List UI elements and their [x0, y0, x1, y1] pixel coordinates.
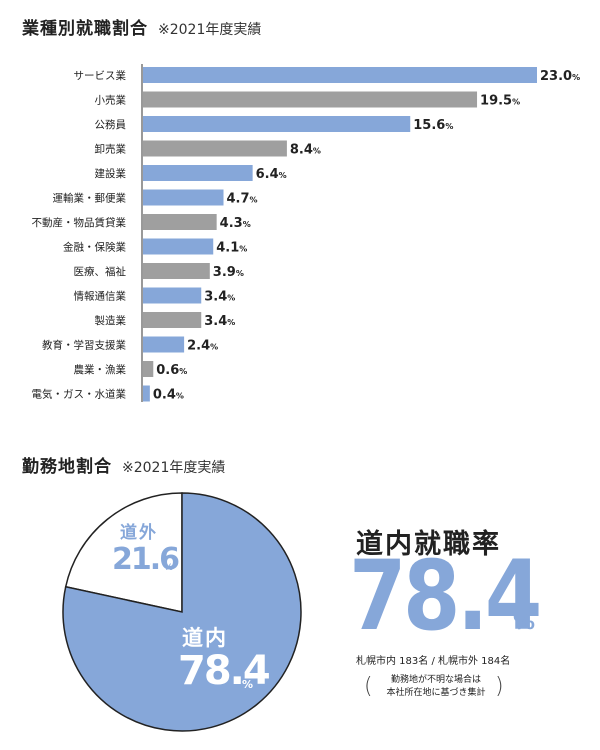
bar	[143, 336, 185, 353]
bar	[143, 91, 478, 108]
rate-title: 道内就職率	[356, 529, 501, 560]
bar-category-label: サービス業	[74, 69, 127, 82]
pie-label-outside-name: 道外	[120, 523, 158, 543]
bar	[143, 214, 217, 230]
industry-title-text: 業種別就職割合	[22, 19, 148, 39]
bar-value-label: 2.4%	[187, 339, 218, 354]
bar-category-label: 公務員	[95, 118, 127, 131]
industry-bar-chart: サービス業 23.0% 小売業 19.5% 公務員 15.6% 卸売業 8.4% 建設業 6.4%…	[32, 64, 580, 403]
bar-value-label: 8.4%	[290, 143, 321, 158]
bar-value-unit: %	[227, 294, 235, 303]
bar	[143, 67, 537, 83]
pie-label-outside-value: 21.6	[112, 542, 180, 577]
rate-breakdown: 札幌市内 183名 / 札幌市外 184名	[356, 656, 511, 667]
bar-category-label: 金融・保険業	[63, 241, 126, 254]
bar-category-label: 不動産・物品賃貸業	[32, 216, 127, 229]
bar-value-unit: %	[313, 147, 321, 156]
bar-value-label: 4.3%	[220, 216, 251, 231]
bar-category-label: 農業・漁業	[74, 363, 127, 376]
footnote-paren-right: )	[495, 674, 504, 699]
pie-slice	[62, 492, 302, 732]
bar-category-label: 電気・ガス・水道業	[32, 388, 127, 401]
bar-value-label: 0.4%	[153, 388, 184, 403]
pie-label-inside-value: 78.4	[178, 648, 271, 694]
industry-title-note: ※2021年度実績	[158, 22, 262, 38]
industry-section-title: 業種別就職割合 ※2021年度実績	[22, 14, 261, 39]
rate-value: 78.4	[349, 540, 542, 652]
location-title-text: 勤務地割合	[22, 457, 112, 477]
bar	[143, 165, 253, 181]
bar-category-label: 教育・学習支援業	[42, 339, 126, 352]
bar-value-label: 19.5%	[480, 94, 520, 109]
bar-value-unit: %	[210, 343, 218, 352]
bar-category-label: 卸売業	[95, 143, 127, 156]
bar	[143, 263, 210, 279]
bar-value-unit: %	[445, 122, 453, 131]
bar	[143, 361, 154, 377]
bar-value-label: 3.4%	[204, 314, 235, 329]
bar	[143, 287, 202, 304]
location-section-title: 勤務地割合 ※2021年度実績	[22, 452, 225, 477]
bar	[143, 312, 202, 328]
bar-category-label: 建設業	[95, 167, 127, 180]
bar-category-label: 小売業	[95, 94, 127, 107]
footnote-line-1: 勤務地が不明な場合は	[390, 675, 481, 685]
bar	[143, 140, 287, 157]
bar-value-label: 3.9%	[213, 265, 244, 280]
footnote-line-2: 本社所在地に基づき集計	[386, 688, 486, 698]
bar-value-label: 6.4%	[256, 167, 287, 182]
bar-value-label: 3.4%	[204, 290, 235, 305]
footnote: 勤務地が不明な場合は 本社所在地に基づき集計	[372, 674, 500, 700]
bar-value-label: 15.6%	[413, 118, 453, 133]
footnote-paren-left: (	[364, 674, 373, 699]
bar-category-label: 製造業	[95, 314, 127, 327]
rate-unit: %	[513, 610, 536, 635]
bar-value-unit: %	[239, 245, 247, 254]
bar	[143, 189, 224, 206]
bar-value-unit: %	[236, 269, 244, 278]
location-title-note: ※2021年度実績	[122, 460, 226, 476]
bar-value-unit: %	[176, 392, 184, 401]
bar-value-label: 23.0%	[540, 69, 580, 84]
bar-value-label: 0.6%	[156, 363, 187, 378]
bar-value-unit: %	[250, 196, 258, 205]
pie-label-inside-unit: %	[242, 678, 254, 691]
bar-value-unit: %	[243, 220, 251, 229]
bar-value-unit: %	[512, 98, 520, 107]
bar-category-label: 医療、福祉	[74, 265, 127, 278]
bar-value-unit: %	[279, 171, 287, 180]
pie-label-inside-name: 道内	[182, 626, 228, 650]
bar-category-label: 運輸業・郵便業	[53, 192, 127, 205]
bar-value-unit: %	[227, 318, 235, 327]
bar	[143, 116, 411, 132]
bar	[143, 385, 150, 402]
bar-value-label: 4.7%	[227, 192, 258, 207]
bar-value-unit: %	[179, 367, 187, 376]
bar-value-unit: %	[572, 73, 580, 82]
bar	[143, 238, 214, 255]
pie-label-outside-unit: %	[164, 563, 174, 573]
bar-category-label: 情報通信業	[74, 290, 127, 303]
bar-value-label: 4.1%	[216, 241, 247, 256]
